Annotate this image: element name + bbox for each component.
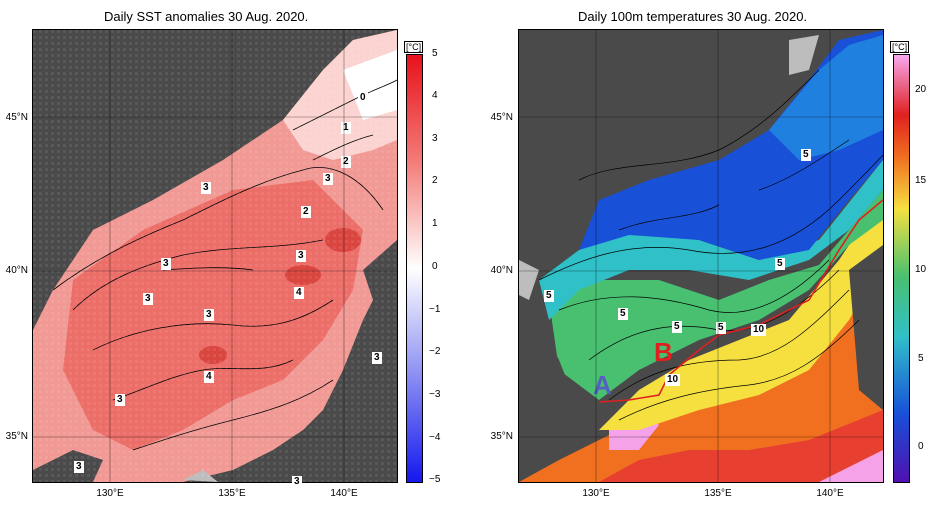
colorbar-tick: −5 <box>429 474 441 485</box>
lon-label-130e: 130°E <box>582 488 610 499</box>
contour-label: 3 <box>323 173 333 185</box>
sst-anomaly-map <box>32 29 398 483</box>
lon-label-135e: 135°E <box>218 488 246 499</box>
contour-label: 3 <box>143 293 153 305</box>
lon-label-135e: 135°E <box>704 488 732 499</box>
contour-label: 10 <box>665 374 681 386</box>
lat-label-40n: 40°N <box>490 265 513 276</box>
contour-label: 5 <box>801 149 811 161</box>
colorbar-tick: 0 <box>918 441 924 452</box>
sst-anomaly-colorbar <box>406 54 423 483</box>
temperature-colorbar <box>893 54 910 483</box>
colorbar-unit: [°C] <box>404 41 424 53</box>
front-line <box>598 199 883 403</box>
contour-label: 4 <box>204 371 214 383</box>
colorbar-tick: 4 <box>432 90 438 101</box>
colorbar-tick: 1 <box>432 218 438 229</box>
contour-label: 0 <box>358 92 368 104</box>
contour-label: 3 <box>372 352 382 364</box>
colorbar-tick: 5 <box>918 353 924 364</box>
lon-label-140e: 140°E <box>330 488 358 499</box>
land-honshu <box>849 245 883 410</box>
contour-label: 5 <box>618 308 628 320</box>
contour-label: 3 <box>115 394 125 406</box>
warm-water-area <box>519 240 883 482</box>
contour-label: 10 <box>751 324 767 336</box>
right-grid <box>518 29 884 483</box>
contour-label: 3 <box>74 461 84 473</box>
colorbar-tick: 0 <box>432 261 438 272</box>
contour-label: 2 <box>301 206 311 218</box>
contour-label: 4 <box>294 287 304 299</box>
contour-label: 3 <box>201 182 211 194</box>
lon-label-130e: 130°E <box>96 488 124 499</box>
left-panel-title: Daily SST anomalies 30 Aug. 2020. <box>104 9 309 24</box>
colorbar-unit: [°C] <box>890 41 910 53</box>
land-korea <box>519 320 579 470</box>
colorbar-tick: −2 <box>429 346 441 357</box>
colorbar-tick: 10 <box>915 264 927 275</box>
right-panel-title: Daily 100m temperatures 30 Aug. 2020. <box>578 9 808 24</box>
lat-label-35n: 35°N <box>5 431 28 442</box>
marker-b: B <box>654 337 673 367</box>
contour-label: 5 <box>672 321 682 333</box>
marker-a: A <box>593 370 612 400</box>
colorbar-tick: −3 <box>429 389 441 400</box>
colorbar-tick: −1 <box>429 304 441 315</box>
contour-label: 5 <box>716 322 726 334</box>
contour-label: 3 <box>296 250 306 262</box>
lon-label-140e: 140°E <box>816 488 844 499</box>
colorbar-tick: −4 <box>429 432 441 443</box>
colorbar-tick: 3 <box>432 133 438 144</box>
lat-label-35n: 35°N <box>490 431 513 442</box>
contour-label: 3 <box>204 309 214 321</box>
contour-label: 3 <box>292 476 302 488</box>
lat-label-45n: 45°N <box>490 112 513 123</box>
contour-label: 3 <box>161 258 171 270</box>
contour-label: 5 <box>544 290 554 302</box>
colorbar-tick: 2 <box>432 175 438 186</box>
contour-label: 1 <box>341 122 351 134</box>
contour-label: 5 <box>775 258 785 270</box>
colorbar-tick: 15 <box>915 175 927 186</box>
lat-label-40n: 40°N <box>5 265 28 276</box>
lat-label-45n: 45°N <box>5 112 28 123</box>
left-grid <box>32 29 398 483</box>
contour-label: 2 <box>341 156 351 168</box>
colorbar-tick: 20 <box>915 84 927 95</box>
colorbar-tick: 5 <box>432 48 438 59</box>
